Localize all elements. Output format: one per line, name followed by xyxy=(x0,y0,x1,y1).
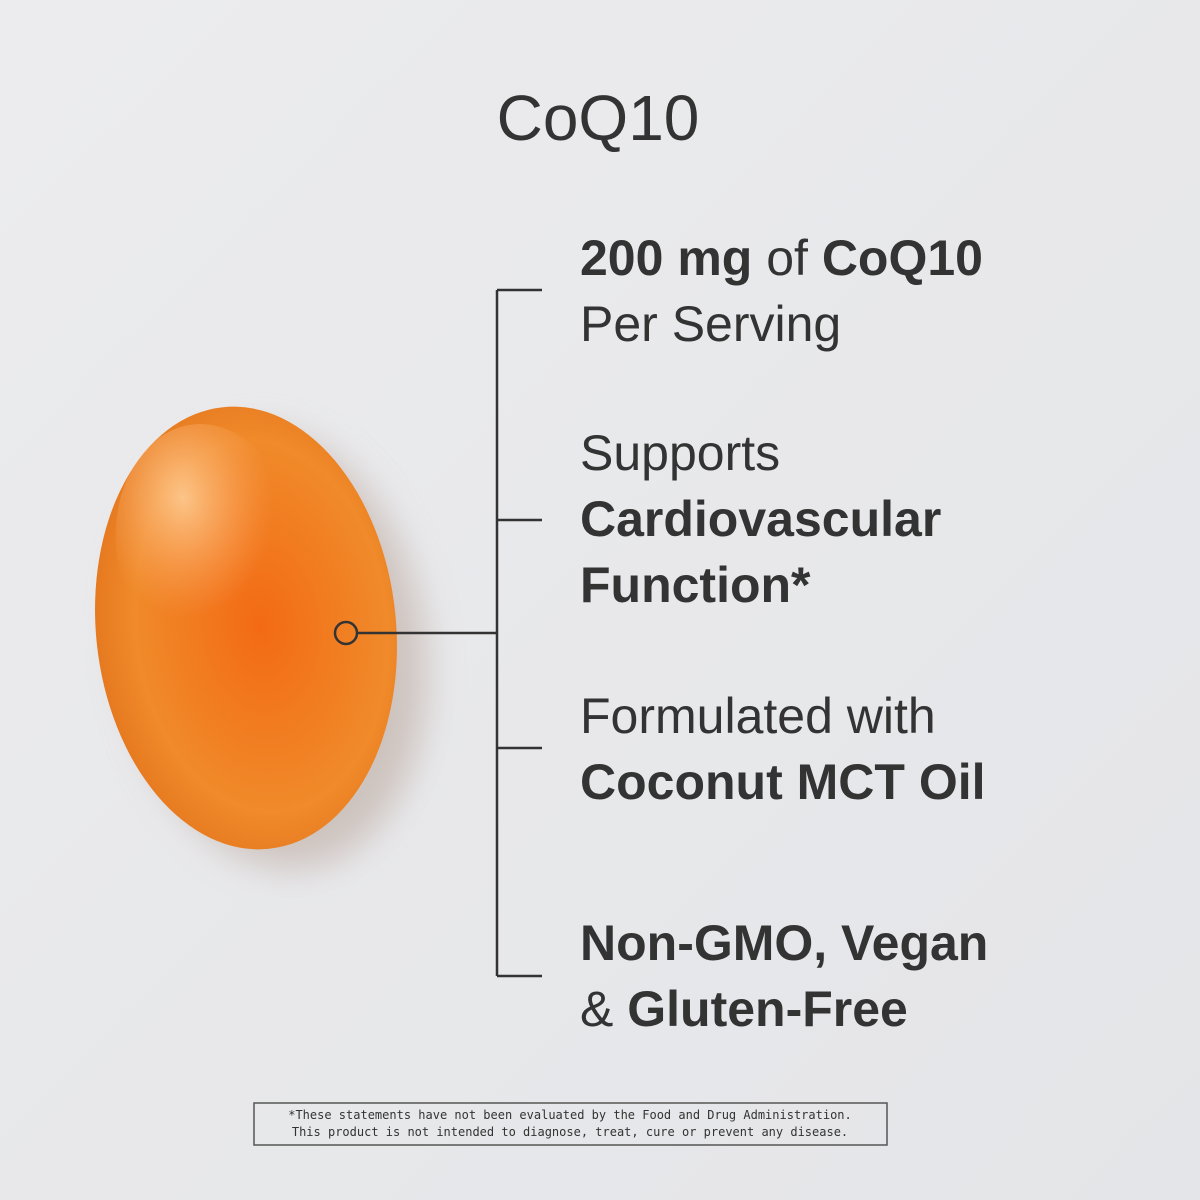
title: CoQ10 xyxy=(497,82,700,154)
feature-bold: Cardiovascular xyxy=(580,491,941,547)
feature-line: & Gluten-Free xyxy=(580,981,908,1037)
feature-line: Coconut MCT Oil xyxy=(580,754,986,810)
feature-line: Function* xyxy=(580,557,811,613)
feature-text: Supports xyxy=(580,425,780,481)
feature-line: Formulated with xyxy=(580,688,936,744)
feature-bold: Coconut MCT Oil xyxy=(580,754,986,810)
feature-line: Cardiovascular xyxy=(580,491,941,547)
features: 200 mg of CoQ10 Per Serving Supports Cardio… xyxy=(580,230,988,1037)
disclaimer-line: This product is not intended to diagnose… xyxy=(292,1125,848,1139)
feature-line: Non-GMO, Vegan xyxy=(580,915,988,971)
feature-text: & xyxy=(580,981,627,1037)
feature-bold: Non-GMO, Vegan xyxy=(580,915,988,971)
disclaimer-box xyxy=(253,1102,888,1146)
feature-text: Formulated with xyxy=(580,688,936,744)
bracket xyxy=(333,288,542,978)
feature-line: 200 mg of CoQ10 xyxy=(580,230,983,286)
feature-line: Supports xyxy=(580,425,780,481)
feature-text: of xyxy=(752,230,821,286)
disclaimer-line: *These statements have not been evaluate… xyxy=(288,1108,852,1122)
feature-text: Per Serving xyxy=(580,296,841,352)
feature-bold: Function* xyxy=(580,557,811,613)
feature-bold: CoQ10 xyxy=(822,230,983,286)
feature-bold: Gluten-Free xyxy=(627,981,908,1037)
softgel-highlight xyxy=(115,424,297,664)
feature-line: Per Serving xyxy=(580,296,841,352)
feature-bold: 200 mg xyxy=(580,230,752,286)
